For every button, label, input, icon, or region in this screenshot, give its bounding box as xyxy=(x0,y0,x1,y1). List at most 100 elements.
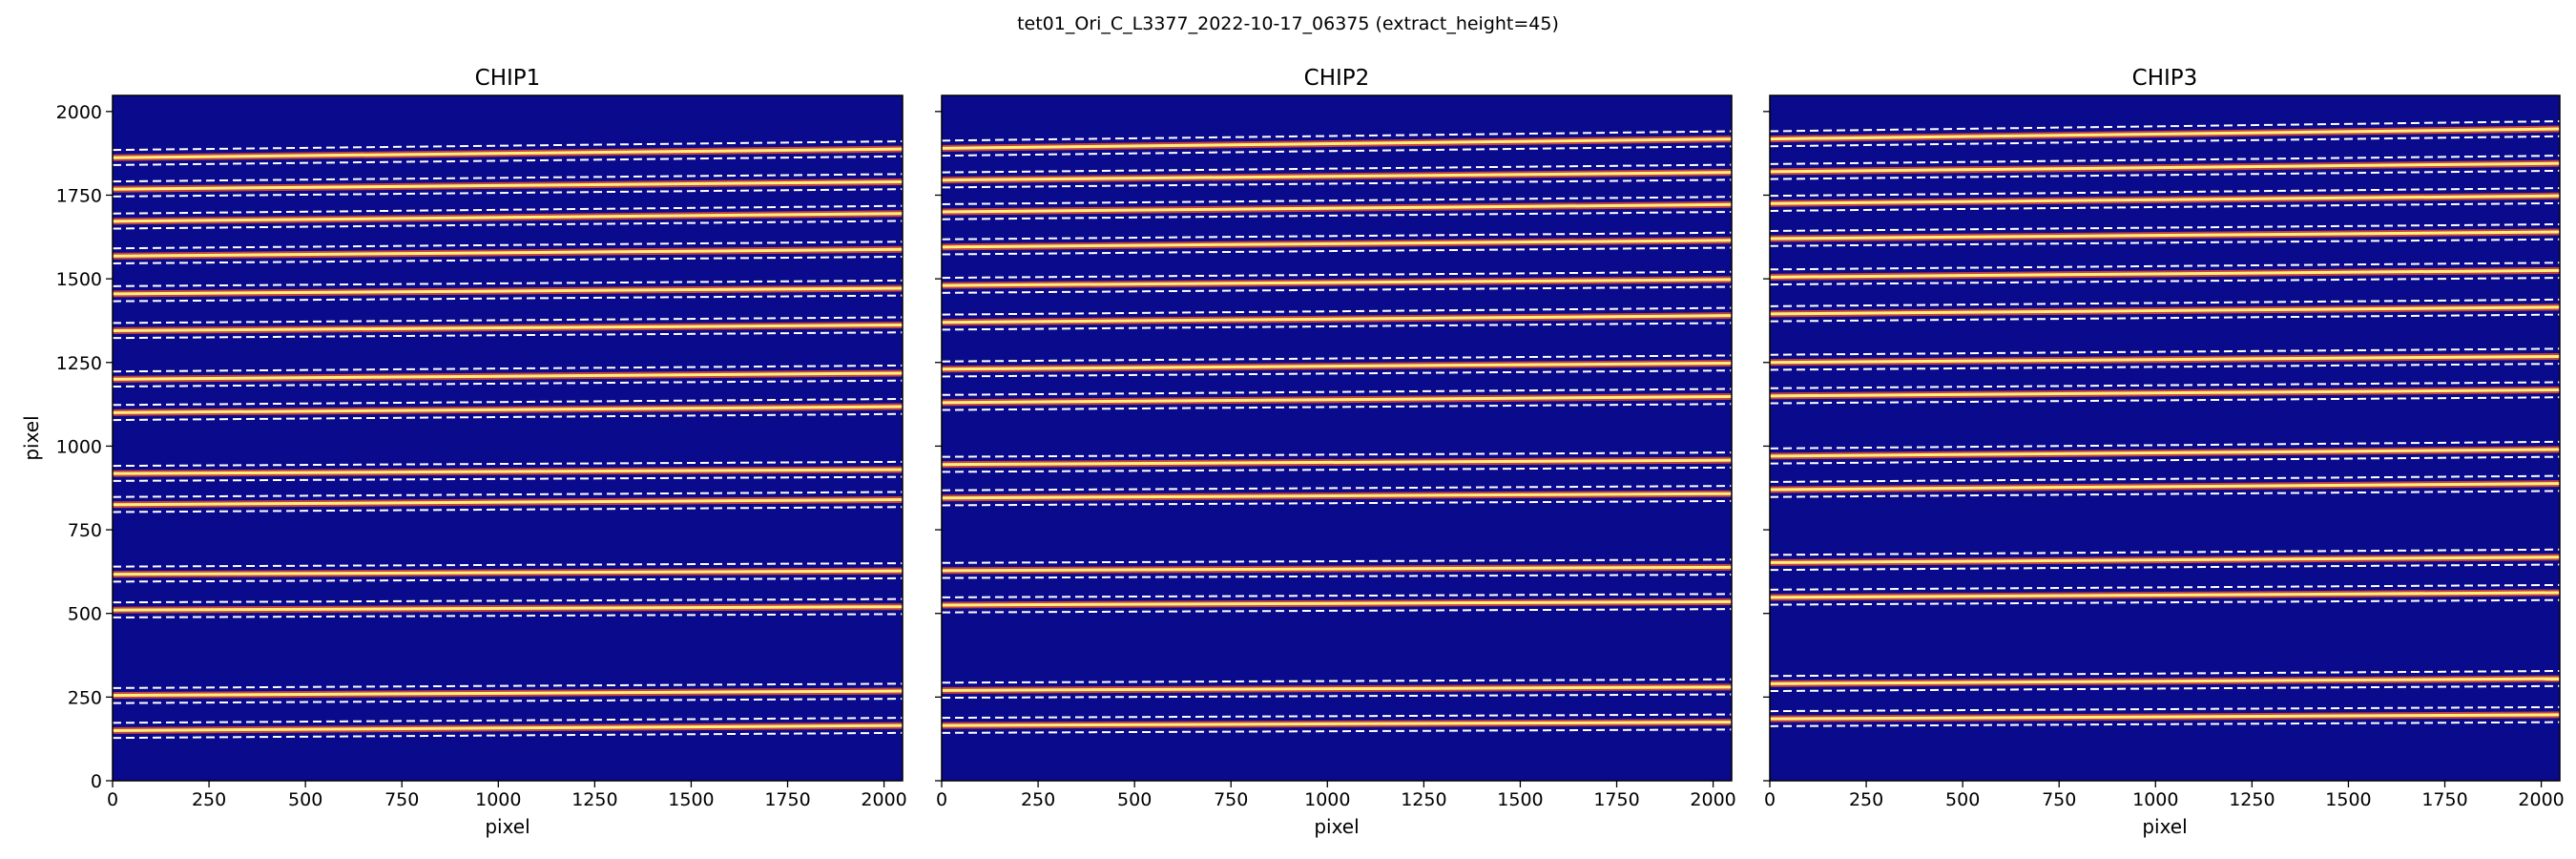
traces-group xyxy=(1770,119,2560,727)
x-tick-label: 500 xyxy=(288,789,322,810)
trace-boundary-lower-2 xyxy=(113,698,903,704)
trace-boundary-lower-12 xyxy=(1770,201,2560,212)
trace-boundary-upper-2 xyxy=(942,678,1732,684)
trace-boundary-upper-1 xyxy=(1770,705,2560,713)
trace-core-12 xyxy=(1770,194,2560,205)
x-tick-label: 1000 xyxy=(2132,789,2178,810)
trace-core-9 xyxy=(942,314,1732,325)
trace-boundary-upper-13 xyxy=(1770,155,2560,165)
trace-boundary-lower-11 xyxy=(113,255,903,264)
trace-core-9 xyxy=(113,324,903,332)
trace-boundary-lower-10 xyxy=(942,285,1732,294)
trace-boundary-upper-1 xyxy=(113,717,903,724)
trace-boundary-upper-4 xyxy=(942,558,1732,564)
trace-boundary-lower-14 xyxy=(113,155,903,166)
trace-boundary-upper-5 xyxy=(942,485,1732,492)
trace-boundary-upper-6 xyxy=(113,460,903,468)
trace-boundary-lower-5 xyxy=(942,499,1732,507)
trace-boundary-upper-10 xyxy=(113,279,903,287)
trace-core-8 xyxy=(1770,354,2560,365)
y-tick-label: 250 xyxy=(68,687,102,708)
trace-boundary-upper-10 xyxy=(1770,262,2560,271)
trace-boundary-lower-8 xyxy=(113,379,903,388)
trace-boundary-upper-6 xyxy=(942,451,1732,458)
trace-boundary-lower-10 xyxy=(113,294,903,303)
trace-boundary-lower-9 xyxy=(1770,313,2560,323)
trace-core-9 xyxy=(1770,305,2560,316)
y-tick-label: 750 xyxy=(68,520,102,541)
trace-boundary-upper-14 xyxy=(942,130,1732,142)
trace-core-13 xyxy=(1770,161,2560,174)
x-tick-label: 1500 xyxy=(2325,789,2371,810)
trace-core-12 xyxy=(942,202,1732,214)
trace-boundary-lower-4 xyxy=(1770,563,2560,572)
trace-boundary-lower-6 xyxy=(1770,455,2560,465)
x-tick-label: 1250 xyxy=(1401,789,1446,810)
trace-core-2 xyxy=(113,689,903,698)
trace-core-6 xyxy=(113,468,903,475)
trace-core-13 xyxy=(942,171,1732,182)
trace-core-1 xyxy=(113,723,903,732)
trace-core-5 xyxy=(1770,482,2560,492)
trace-boundary-lower-11 xyxy=(1770,238,2560,247)
trace-core-5 xyxy=(113,498,903,507)
trace-boundary-upper-4 xyxy=(1770,548,2560,556)
trace-core-1 xyxy=(1770,713,2560,721)
trace-boundary-upper-4 xyxy=(113,562,903,568)
trace-boundary-upper-8 xyxy=(942,354,1732,363)
y-tick-label: 0 xyxy=(91,771,102,792)
trace-core-8 xyxy=(942,361,1732,371)
trace-boundary-upper-9 xyxy=(1770,298,2560,307)
chip-panel-1: CHIP1 0 250 500 750 1000 1250 1500 1750 2000 0 250 5… xyxy=(20,66,907,838)
trace-core-6 xyxy=(942,458,1732,467)
trace-boundary-lower-13 xyxy=(1770,169,2560,180)
x-axis-label: pixel xyxy=(2142,815,2187,838)
x-tick-label: 1500 xyxy=(668,789,714,810)
trace-boundary-upper-5 xyxy=(1770,474,2560,483)
x-tick-label: 250 xyxy=(192,789,226,810)
x-tick-label: 500 xyxy=(1117,789,1152,810)
y-axis-label: pixel xyxy=(20,415,43,460)
traces-group xyxy=(942,130,1732,734)
x-tick-label: 250 xyxy=(1849,789,1883,810)
trace-boundary-upper-12 xyxy=(1770,187,2560,198)
trace-boundary-upper-2 xyxy=(113,682,903,689)
trace-boundary-upper-5 xyxy=(113,491,903,498)
trace-boundary-lower-7 xyxy=(113,412,903,422)
y-tick-label: 1000 xyxy=(56,436,102,457)
trace-boundary-upper-7 xyxy=(942,388,1732,396)
trace-boundary-upper-9 xyxy=(942,306,1732,316)
trace-core-4 xyxy=(113,569,903,576)
trace-boundary-upper-3 xyxy=(1770,583,2560,591)
x-tick-label: 1500 xyxy=(1497,789,1543,810)
x-tick-label: 1750 xyxy=(1593,789,1639,810)
trace-boundary-lower-14 xyxy=(1770,135,2560,148)
trace-boundary-lower-10 xyxy=(1770,277,2560,286)
trace-boundary-lower-6 xyxy=(113,475,903,482)
x-tick-label: 2000 xyxy=(861,789,906,810)
chip-panel-3: CHIP3 0 250 500 750 1000 1250 1500 1750 2000 pixel xyxy=(1763,66,2565,838)
trace-boundary-upper-7 xyxy=(1770,381,2560,389)
trace-boundary-lower-4 xyxy=(942,574,1732,579)
trace-core-12 xyxy=(113,212,903,223)
trace-core-7 xyxy=(942,395,1732,405)
trace-boundary-lower-8 xyxy=(942,369,1732,378)
x-tick-label: 1000 xyxy=(1304,789,1350,810)
trace-boundary-lower-11 xyxy=(942,246,1732,256)
trace-core-3 xyxy=(1770,591,2560,599)
trace-core-3 xyxy=(942,599,1732,607)
x-axis-label: pixel xyxy=(485,815,530,838)
x-tick-label: 1750 xyxy=(764,789,810,810)
trace-boundary-upper-10 xyxy=(942,270,1732,280)
trace-core-2 xyxy=(1770,677,2560,685)
trace-core-11 xyxy=(1770,230,2560,241)
y-tick-label: 1500 xyxy=(56,269,102,290)
trace-boundary-upper-14 xyxy=(1770,119,2560,133)
figure-suptitle: tet01_Ori_C_L3377_2022-10-17_06375 (extr… xyxy=(1017,13,1559,34)
trace-core-14 xyxy=(942,137,1732,150)
trace-boundary-lower-13 xyxy=(942,178,1732,189)
x-tick-label: 0 xyxy=(936,789,947,810)
x-tick-label: 1250 xyxy=(2229,789,2275,810)
panel-title: CHIP1 xyxy=(475,66,541,91)
panel-title: CHIP2 xyxy=(1304,66,1370,91)
